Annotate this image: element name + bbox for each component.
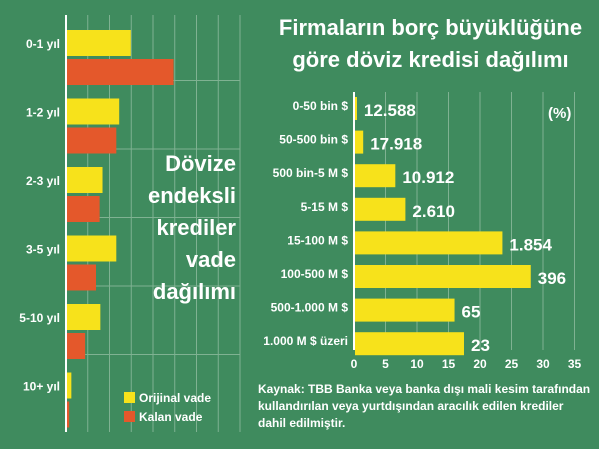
- bar: [355, 97, 357, 120]
- maturity-chart: 0-1 yıl 1-2 yıl 2-3 yıl 3-5 yıl 5-10 yıl 10+ …: [19, 15, 241, 432]
- bar-original: [67, 304, 101, 330]
- data-label: 23: [471, 336, 490, 355]
- maturity-title-line: Dövize: [165, 151, 236, 176]
- bar-original: [67, 98, 120, 125]
- debt-size-chart: 0 5 10 15 20 25 30 35 0-50 bin $ 12.588 50-500 bin…: [263, 92, 581, 371]
- x-tick-label: 35: [568, 357, 582, 371]
- bar: [355, 231, 503, 255]
- data-label: 1.854: [509, 235, 552, 254]
- bar-original: [67, 167, 103, 193]
- x-tick-label: 15: [442, 357, 456, 371]
- unit-label: (%): [548, 105, 572, 122]
- category-label: 100-500 M $: [281, 267, 349, 281]
- bar-remaining: [67, 196, 100, 222]
- category-label: 3-5 yıl: [26, 243, 60, 257]
- legend-label: Orijinal vade: [139, 391, 211, 405]
- category-label: 1.000 M $ üzeri: [263, 334, 348, 348]
- legend-label: Kalan vade: [139, 410, 203, 424]
- category-label: 0-50 bin $: [293, 99, 349, 113]
- bar: [355, 265, 531, 288]
- maturity-title-line: dağılımı: [152, 279, 236, 304]
- category-label: 5-15 M $: [301, 200, 349, 214]
- x-tick-label: 5: [382, 357, 389, 371]
- category-label: 15-100 M $: [287, 233, 348, 247]
- debt-title-line: göre döviz kredisi dağılımı: [292, 47, 569, 72]
- category-label: 2-3 yıl: [26, 174, 60, 188]
- data-label: 2.610: [412, 202, 455, 221]
- data-label: 65: [462, 303, 481, 322]
- bar: [355, 332, 464, 356]
- category-label: 500-1.000 M $: [271, 301, 349, 315]
- bar-original: [67, 30, 131, 56]
- data-label: 10.912: [402, 168, 454, 187]
- x-tick-label: 0: [351, 357, 358, 371]
- data-label: 17.918: [370, 135, 422, 154]
- category-label: 5-10 yıl: [19, 311, 60, 325]
- debt-size-chart-title: Firmaların borç büyüklüğüne göre döviz k…: [262, 12, 599, 76]
- legend-swatch: [124, 392, 135, 403]
- bar: [355, 197, 406, 221]
- source-note: Kaynak: TBB Banka veya banka dışı mali k…: [258, 382, 591, 430]
- bar: [355, 164, 396, 188]
- bar: [355, 298, 455, 322]
- bar-remaining: [67, 333, 86, 359]
- bar: [355, 130, 364, 154]
- bar-remaining: [67, 59, 174, 85]
- bar-remaining: [67, 401, 70, 428]
- category-label: 0-1 yıl: [26, 37, 60, 51]
- maturity-title-line: vade: [185, 247, 236, 272]
- category-label: 10+ yıl: [23, 380, 60, 394]
- maturity-chart-title: Dövize endeksli krediler vade dağılımı: [140, 148, 236, 308]
- x-tick-label: 30: [536, 357, 550, 371]
- bar-original: [67, 235, 117, 262]
- x-tick-label: 25: [505, 357, 519, 371]
- maturity-title-line: krediler: [156, 215, 237, 240]
- debt-title-line: Firmaların borç büyüklüğüne: [278, 15, 583, 40]
- maturity-title-line: endeksli: [147, 183, 236, 208]
- data-label: 12.588: [364, 101, 416, 120]
- category-label: 1-2 yıl: [26, 106, 60, 120]
- data-label: 396: [538, 269, 566, 288]
- bar-original: [67, 372, 72, 399]
- category-label: 500 bin-5 M $: [273, 166, 349, 180]
- bar-remaining: [67, 127, 117, 154]
- category-label: 50-500 bin $: [279, 133, 348, 147]
- bar-remaining: [67, 264, 96, 291]
- legend-swatch: [124, 411, 135, 422]
- x-tick-label: 20: [473, 357, 487, 371]
- x-tick-label: 10: [410, 357, 424, 371]
